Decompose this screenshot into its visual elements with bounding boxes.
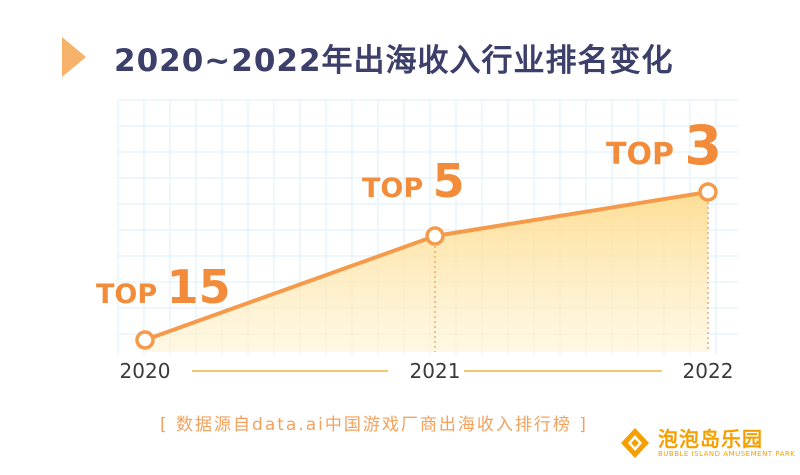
data-label: TOP 5 [362, 154, 465, 208]
data-label: TOP 3 [606, 114, 722, 177]
data-label-number: 15 [167, 260, 231, 314]
x-axis: 2020 2021 2022 [120, 359, 734, 383]
source-note: [ 数据源自data.ai中国游戏厂商出海收入排行榜 ] [160, 415, 588, 435]
series-area-fill [145, 192, 708, 352]
logo-main-text: 泡泡岛乐园 [658, 426, 763, 451]
data-point [425, 226, 445, 246]
x-tick-label: 2021 [410, 359, 461, 383]
data-points [135, 182, 718, 350]
triangle-marker-icon [62, 37, 86, 77]
chart-title: 2020~2022年出海收入行业排名变化 [114, 42, 674, 79]
data-label-number: 3 [684, 114, 722, 177]
x-tick-label: 2022 [683, 359, 734, 383]
data-label: TOP 15 [96, 260, 231, 314]
data-point [135, 330, 155, 350]
x-guide-lines [434, 202, 709, 352]
logo-sub-text: BUBBLE ISLAND AMUSEMENT PARK [658, 449, 796, 458]
chart-title-block: 2020~2022年出海收入行业排名变化 [62, 30, 674, 84]
data-label-prefix: TOP [96, 279, 167, 310]
data-label-prefix: TOP [362, 173, 433, 204]
data-label-prefix: TOP [606, 137, 684, 172]
data-point [698, 182, 718, 202]
brand-logo: 泡泡岛乐园 BUBBLE ISLAND AMUSEMENT PARK [618, 426, 795, 460]
data-label-number: 5 [433, 154, 465, 208]
bubble-island-logo-icon [621, 428, 649, 458]
x-tick-label: 2020 [120, 359, 171, 383]
